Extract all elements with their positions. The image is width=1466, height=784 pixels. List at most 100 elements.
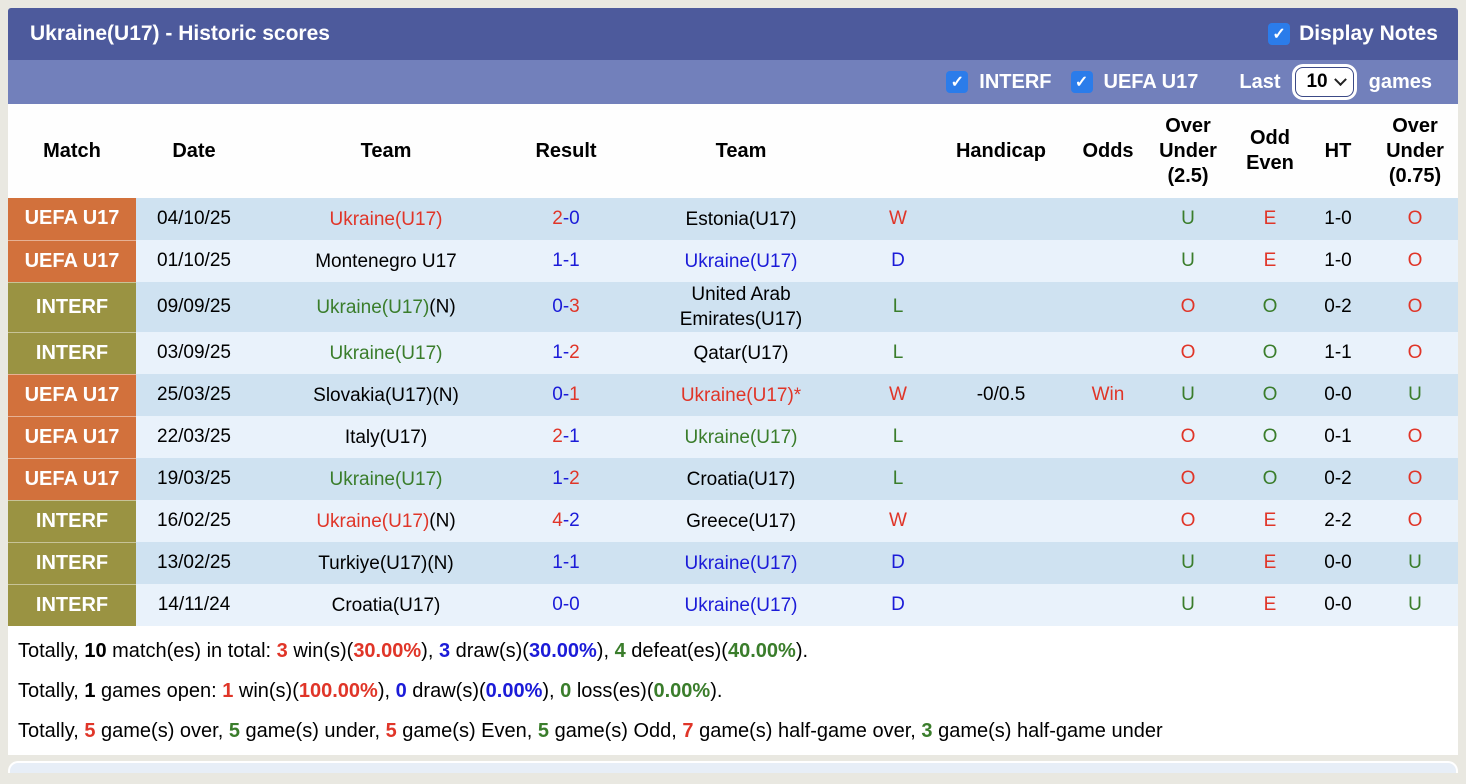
wdl-cell: L <box>892 296 904 317</box>
match-date: 14/11/24 <box>157 594 231 615</box>
over-under-25-cell: U <box>1181 384 1195 405</box>
away-team-cell: Greece(U17) <box>612 500 870 542</box>
home-team-cell: Ukraine(U17) <box>252 458 520 500</box>
ht-cell: 1-0 <box>1324 250 1352 271</box>
handicap-cell <box>926 500 1076 542</box>
over-under-075-cell: U <box>1408 384 1422 405</box>
home-team-link[interactable]: Ukraine(U17) <box>329 208 443 230</box>
odds-cell <box>1076 500 1140 542</box>
odd-even-cell: O <box>1262 468 1278 489</box>
interf-label: INTERF <box>979 70 1052 93</box>
match-result: 1-1 <box>552 552 580 573</box>
away-team-cell: Ukraine(U17) <box>612 240 870 282</box>
display-notes-checkbox[interactable]: ✓ <box>1268 23 1291 45</box>
games-label: games <box>1368 70 1432 93</box>
table-row: UEFA U17 22/03/25 Italy(U17) 2-1 Ukraine… <box>8 416 1458 459</box>
uefa-u17-checkbox[interactable]: ✓ <box>1070 71 1093 93</box>
away-team-link[interactable]: Croatia(U17) <box>686 468 796 490</box>
home-team-cell: Slovakia(U17)(N) <box>252 374 520 416</box>
table-row: INTERF 09/09/25 Ukraine(U17)(N) 0-3 Unit… <box>8 282 1458 333</box>
page-title: Ukraine(U17) - Historic scores <box>30 22 330 45</box>
match-date: 03/09/25 <box>157 342 231 363</box>
home-team-link[interactable]: Ukraine(U17) <box>316 296 430 318</box>
match-result: 2-1 <box>552 426 580 447</box>
match-result: 1-2 <box>552 468 580 489</box>
match-date: 01/10/25 <box>157 250 231 271</box>
home-team-link[interactable]: Italy(U17) <box>344 426 428 448</box>
next-section-edge <box>8 760 1458 773</box>
ht-cell: 0-1 <box>1324 426 1352 447</box>
handicap-cell <box>926 416 1076 458</box>
away-team-link[interactable]: United Arab Emirates(U17) <box>679 284 803 330</box>
wdl-cell: W <box>889 510 907 531</box>
table-row: INTERF 13/02/25 Turkiye(U17)(N) 1-1 Ukra… <box>8 542 1458 585</box>
odd-even-cell: O <box>1262 426 1278 447</box>
odds-cell <box>1076 584 1140 626</box>
away-team-link[interactable]: Greece(U17) <box>686 510 796 532</box>
odd-even-cell: E <box>1263 208 1277 229</box>
over-under-25-cell: U <box>1181 594 1195 615</box>
home-team-link[interactable]: Turkiye(U17)(N) <box>318 552 454 574</box>
away-team-link[interactable]: Ukraine(U17) <box>684 552 798 574</box>
over-under-25-cell: U <box>1181 552 1195 573</box>
col-ht: HT <box>1304 104 1372 198</box>
table-row: INTERF 03/09/25 Ukraine(U17) 1-2 Qatar(U… <box>8 332 1458 375</box>
over-under-075-cell: U <box>1408 594 1422 615</box>
col-odds: Odds <box>1076 104 1140 198</box>
odds-cell <box>1076 240 1140 282</box>
interf-checkbox[interactable]: ✓ <box>946 71 969 93</box>
over-under-075-cell: O <box>1407 468 1423 489</box>
odd-even-cell: E <box>1263 594 1277 615</box>
home-team-link[interactable]: Ukraine(U17) <box>329 342 443 364</box>
check-icon: ✓ <box>1074 74 1089 91</box>
away-team-link[interactable]: Qatar(U17) <box>693 342 789 364</box>
match-result: 0-1 <box>552 384 580 405</box>
away-team-cell: Estonia(U17) <box>612 198 870 240</box>
handicap-cell <box>926 198 1076 240</box>
table-row: UEFA U17 25/03/25 Slovakia(U17)(N) 0-1 U… <box>8 374 1458 417</box>
match-date: 25/03/25 <box>157 384 231 405</box>
home-team-link[interactable]: Montenegro U17 <box>315 250 457 272</box>
away-team-link[interactable]: Ukraine(U17) <box>684 426 798 448</box>
odds-cell: Win <box>1091 384 1125 405</box>
handicap-cell <box>926 240 1076 282</box>
ht-cell: 1-0 <box>1324 208 1352 229</box>
match-result: 2-0 <box>552 208 580 229</box>
home-team-cell: Turkiye(U17)(N) <box>252 542 520 584</box>
handicap-cell <box>926 542 1076 584</box>
col-date: Date <box>136 104 252 198</box>
last-games-select[interactable]: 10 <box>1295 67 1354 97</box>
table-row: INTERF 16/02/25 Ukraine(U17)(N) 4-2 Gree… <box>8 500 1458 543</box>
away-team-link[interactable]: Ukraine(U17)* <box>680 384 802 406</box>
away-team-cell: Ukraine(U17) <box>612 416 870 458</box>
league-badge: UEFA U17 <box>8 198 136 241</box>
ht-cell: 0-0 <box>1324 594 1352 615</box>
over-under-25-cell: O <box>1180 296 1196 317</box>
away-team-link[interactable]: Estonia(U17) <box>685 208 797 230</box>
col-home-team: Team <box>252 104 520 198</box>
col-odd-even: Odd Even <box>1236 104 1304 198</box>
away-team-link[interactable]: Ukraine(U17) <box>684 594 798 616</box>
league-badge: INTERF <box>8 282 136 333</box>
display-notes-group: ✓ Display Notes <box>1268 22 1438 46</box>
match-result: 1-2 <box>552 342 580 363</box>
handicap-cell <box>926 282 1076 332</box>
away-team-cell: Ukraine(U17)* <box>612 374 870 416</box>
odd-even-cell: O <box>1262 296 1278 317</box>
away-team-link[interactable]: Ukraine(U17) <box>684 250 798 272</box>
over-under-075-cell: O <box>1407 342 1423 363</box>
handicap-cell <box>926 332 1076 374</box>
match-date: 13/02/25 <box>157 552 231 573</box>
over-under-25-cell: O <box>1180 468 1196 489</box>
home-team-link[interactable]: Slovakia(U17)(N) <box>313 384 459 406</box>
odds-cell <box>1076 198 1140 240</box>
col-over-under-25: Over Under (2.5) <box>1140 104 1236 198</box>
match-date: 16/02/25 <box>157 510 231 531</box>
home-team-link[interactable]: Croatia(U17) <box>331 594 441 616</box>
home-team-link[interactable]: Ukraine(U17) <box>329 468 443 490</box>
home-team-cell: Ukraine(U17) <box>252 198 520 240</box>
match-result: 0-3 <box>552 296 580 317</box>
home-team-link[interactable]: Ukraine(U17) <box>316 510 430 532</box>
wdl-cell: W <box>889 208 907 229</box>
away-team-cell: Croatia(U17) <box>612 458 870 500</box>
